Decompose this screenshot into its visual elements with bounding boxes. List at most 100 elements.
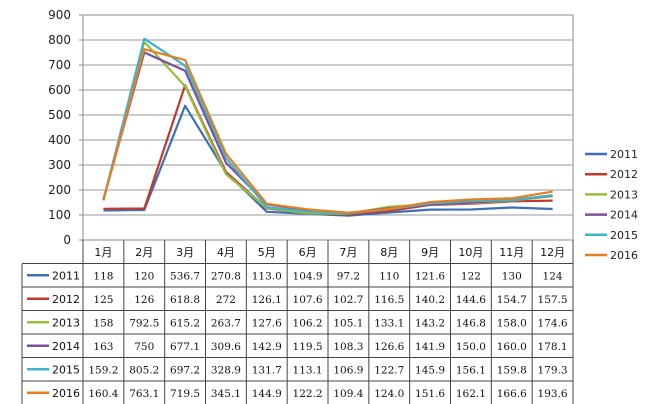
table-cell-value: 750 [134,341,154,353]
table-cell-value: 113.0 [252,270,282,282]
table-cell-value: 263.7 [211,317,241,329]
table-cell-value: 272 [216,294,236,306]
table-cell-value: 144.9 [252,388,282,400]
x-category-label: 5月 [258,246,276,259]
table-cell-value: 536.7 [170,270,200,282]
table-cell-value: 126.6 [374,341,404,353]
table-cell-value: 121.6 [415,270,445,282]
table-cell-value: 108.3 [333,341,363,353]
table-cell-value: 140.2 [415,294,445,306]
table-cell-value: 126.1 [252,294,282,306]
table-cell-value: 328.9 [211,364,241,376]
x-category-label: 7月 [339,246,357,259]
y-tick-label: 0 [63,233,71,247]
series-line-2015 [102,37,553,215]
x-category-label: 3月 [176,246,194,259]
series-lines [102,37,553,217]
x-category-label: 4月 [217,246,235,259]
table-cell-value: 109.4 [333,388,363,400]
table-cell-value: 106.2 [293,317,323,329]
table-cell-value: 144.6 [456,294,486,306]
x-category-label: 8月 [380,246,398,259]
table-cell-value: 156.1 [456,364,486,376]
legend-label-2016: 2016 [610,249,638,262]
table-cell-value: 178.1 [538,341,568,353]
series-line-2016 [102,48,553,214]
table-cell-value: 159.2 [88,364,118,376]
table-cell-value: 160.4 [88,388,118,400]
legend-label-2013: 2013 [610,188,638,201]
table-cell-value: 120 [134,270,154,282]
y-tick-label: 400 [48,133,71,147]
table-cell-value: 154.7 [497,294,527,306]
table-cell-value: 119.5 [293,341,323,353]
table-cell-value: 118 [93,270,113,282]
table-cell-value: 124.0 [374,388,404,400]
table-cell-value: 131.7 [252,364,282,376]
table-cell-value: 145.9 [415,364,445,376]
table-cell-value: 104.9 [293,270,323,282]
table-cell-value: 193.6 [538,388,568,400]
table-cell-value: 805.2 [129,364,159,376]
table-cell-value: 162.1 [456,388,486,400]
table-row-label-2014: 2014 [52,340,80,353]
table-cell-value: 174.6 [538,317,568,329]
x-category-label: 10月 [458,246,483,259]
table-cell-value: 105.1 [333,317,363,329]
table-cell-value: 345.1 [211,388,241,400]
x-category-label: 11月 [499,246,524,259]
series-line-2014 [102,51,553,214]
y-axis: 0 100 200 300 400 500 600 700 800 900 [48,8,83,247]
grid [82,14,574,241]
table-cell-value: 697.2 [170,364,200,376]
table-cell-value: 110 [379,270,399,282]
data-table: 1月 2月 3月 4月 5月 6月 7月 8月 9月 10月 11月 12月 2011 118 120 536… [21,240,574,404]
table-cell-value: 719.5 [170,388,200,400]
table-cell-value: 141.9 [415,341,445,353]
table-cell-value: 122.7 [374,364,404,376]
legend-label-2014: 2014 [610,209,638,222]
table-cell-value: 106.9 [333,364,363,376]
table-cell-value: 157.5 [538,294,568,306]
table-cell-value: 130 [502,270,522,282]
table-cell-value: 150.0 [456,341,486,353]
table-cell-value: 125 [93,294,113,306]
table-row-label-2015: 2015 [52,363,80,376]
table-cell-value: 270.8 [211,270,241,282]
table-cell-value: 142.9 [252,341,282,353]
table-cell-value: 122 [461,270,481,282]
y-tick-label: 800 [48,33,71,47]
table-cell-value: 160.0 [497,341,527,353]
table-cell-value: 309.6 [211,341,241,353]
table-cell-value: 116.5 [374,294,404,306]
table-cell-value: 146.8 [456,317,486,329]
table-cell-value: 107.6 [293,294,323,306]
y-tick-label: 700 [48,58,71,72]
table-cell-value: 158 [93,317,113,329]
table-cell-value: 179.3 [538,364,568,376]
table-cell-value: 166.6 [497,388,527,400]
y-tick-label: 200 [48,183,71,197]
table-row-label-2011: 2011 [52,269,80,282]
y-tick-label: 100 [48,208,71,222]
table-cell-value: 102.7 [333,294,363,306]
table-cell-value: 163 [93,341,113,353]
x-category-label: 2月 [135,246,153,259]
table-cell-value: 113.1 [293,364,323,376]
table-cell-value: 615.2 [170,317,200,329]
table-row-label-2016: 2016 [52,387,80,400]
table-cell-value: 792.5 [129,317,159,329]
table-cell-value: 151.6 [415,388,445,400]
table-cell-value: 143.2 [415,317,445,329]
table-cell-value: 127.6 [252,317,282,329]
table-cell-value: 126 [134,294,154,306]
y-tick-label: 300 [48,158,71,172]
x-category-label: 9月 [421,246,439,259]
table-cell-value: 677.1 [170,341,200,353]
table-cell-value: 159.8 [497,364,527,376]
legend-label-2012: 2012 [610,168,638,181]
series-line-2012 [103,84,553,216]
table-row-label-2012: 2012 [52,293,80,306]
x-category-label: 12月 [540,246,565,259]
